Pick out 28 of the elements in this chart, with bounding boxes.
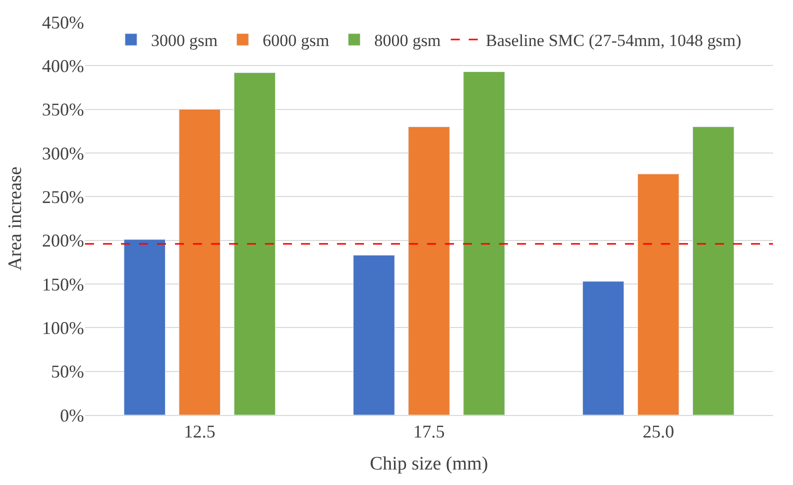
y-tick-label: 250% — [42, 186, 84, 207]
y-tick-label: 300% — [42, 143, 84, 164]
y-tick-label: 350% — [42, 100, 84, 120]
legend-label: 3000 gsm — [151, 31, 218, 50]
bar — [178, 109, 221, 415]
legend-label: 8000 gsm — [374, 31, 441, 50]
y-tick-label: 200% — [42, 230, 84, 251]
legend-label: 6000 gsm — [262, 31, 330, 50]
bar — [408, 126, 450, 415]
y-tick-label: 50% — [51, 362, 84, 382]
x-tick-label: 17.5 — [413, 422, 445, 442]
y-axis-title: Area increase — [4, 166, 26, 270]
y-tick-label: 100% — [42, 318, 84, 338]
bar — [353, 254, 395, 415]
legend-label: Baseline SMC (27-54mm, 1048 gsm) — [486, 31, 742, 50]
y-tick-label: 450% — [42, 12, 84, 32]
bar — [463, 72, 505, 415]
bar — [582, 281, 624, 415]
x-tick-label: 25.0 — [642, 422, 674, 442]
bar — [124, 239, 166, 415]
bar — [692, 126, 734, 415]
bar — [637, 174, 680, 415]
y-tick-label: 0% — [60, 405, 84, 426]
y-tick-label: 150% — [42, 274, 84, 294]
x-axis-title: Chip size (mm) — [370, 453, 488, 474]
y-tick-label: 400% — [42, 56, 84, 76]
x-tick-label: 12.5 — [184, 422, 216, 442]
bar — [234, 72, 276, 415]
